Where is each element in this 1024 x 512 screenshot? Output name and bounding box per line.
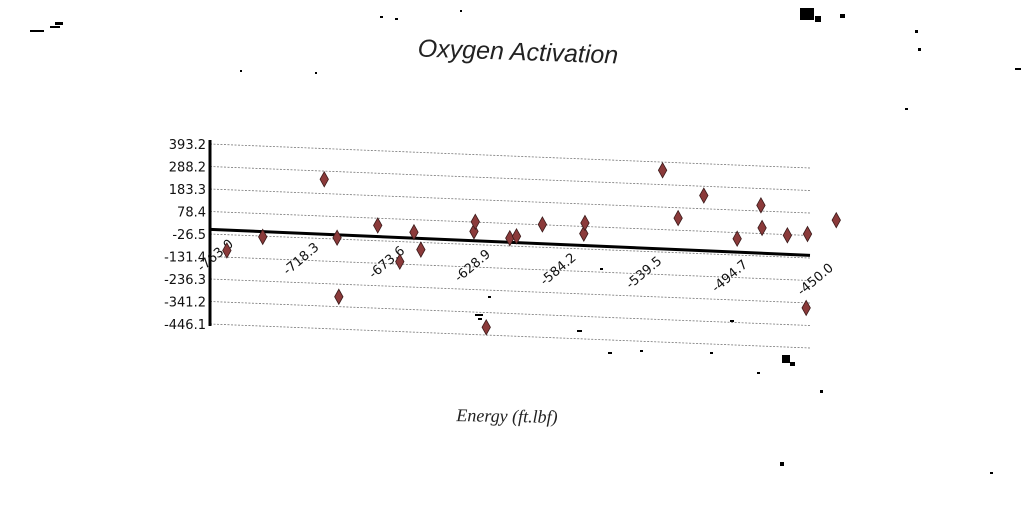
gridline: [209, 166, 811, 191]
noise-speck: [1015, 68, 1021, 70]
data-point: [469, 223, 479, 240]
gridline: [209, 143, 811, 169]
data-point: [537, 216, 548, 233]
noise-speck: [640, 350, 643, 352]
x-tick-label: -628.9: [452, 247, 494, 285]
y-tick-label: 288.2: [169, 161, 206, 176]
noise-speck: [478, 318, 482, 320]
chart-title: Oxygen Activation: [417, 35, 618, 70]
data-point: [416, 241, 426, 258]
data-point: [732, 230, 742, 248]
noise-speck: [55, 22, 63, 25]
data-point: [831, 211, 841, 229]
data-point: [409, 223, 419, 241]
data-point: [470, 213, 480, 231]
y-tick-labels: 393.2 288.2 183.3 78.4 -26.5 -131.4 -236.3 -341…: [164, 138, 206, 333]
noise-speck: [460, 10, 462, 12]
noise-speck: [780, 462, 784, 466]
y-tick-label: -131.4: [164, 251, 206, 266]
data-point: [334, 288, 344, 306]
y-tick-label: -26.5: [172, 228, 206, 243]
noise-speck: [730, 320, 734, 322]
data-point: [802, 225, 813, 243]
y-tick-label: 78.4: [177, 206, 206, 221]
data-point: [511, 227, 522, 245]
data-point: [373, 217, 383, 234]
noise-speck: [608, 352, 612, 354]
scan-noise: [30, 8, 1021, 474]
y-tick-label: -236.3: [164, 273, 206, 288]
noise-speck: [240, 70, 242, 72]
noise-speck: [990, 472, 993, 474]
data-point: [673, 209, 683, 227]
noise-speck: [315, 72, 317, 74]
noise-speck: [800, 8, 814, 20]
noise-speck: [380, 16, 383, 18]
data-point: [319, 170, 329, 188]
noise-speck: [840, 14, 845, 18]
data-point: [222, 242, 232, 259]
y-tick-label: -446.1: [164, 318, 206, 333]
data-point: [580, 214, 590, 232]
noise-speck: [815, 16, 821, 22]
data-point: [699, 187, 709, 204]
data-point: [579, 225, 589, 242]
data-point: [657, 161, 668, 179]
x-tick-label: -718.3: [281, 240, 323, 278]
data-point: [801, 299, 811, 317]
noise-speck: [782, 355, 790, 363]
data-point: [332, 229, 342, 247]
data-point: [757, 219, 767, 237]
y-tick-label: -341.2: [164, 296, 206, 311]
gridline: [209, 301, 811, 326]
noise-speck: [475, 314, 483, 316]
noise-speck: [757, 372, 760, 374]
noise-speck: [395, 18, 398, 20]
y-tick-label: 183.3: [169, 183, 206, 198]
data-point: [395, 253, 405, 270]
data-point: [756, 197, 766, 214]
noise-speck: [600, 268, 603, 270]
gridline: [209, 188, 811, 214]
noise-speck: [488, 296, 491, 298]
data-points: [222, 161, 841, 336]
noise-speck: [905, 108, 908, 110]
data-point: [258, 228, 268, 246]
data-point: [481, 318, 491, 336]
noise-speck: [918, 48, 921, 51]
y-tick-label: 393.2: [169, 138, 206, 153]
noise-speck: [50, 26, 60, 28]
noise-speck: [820, 390, 823, 393]
noise-speck: [710, 352, 713, 354]
noise-speck: [790, 362, 795, 366]
noise-speck: [577, 330, 582, 332]
gridline: [209, 323, 811, 349]
data-point: [782, 227, 793, 244]
x-axis-label: Energy (ft.lbf): [455, 405, 558, 428]
noise-speck: [915, 30, 918, 33]
noise-speck: [30, 30, 44, 32]
